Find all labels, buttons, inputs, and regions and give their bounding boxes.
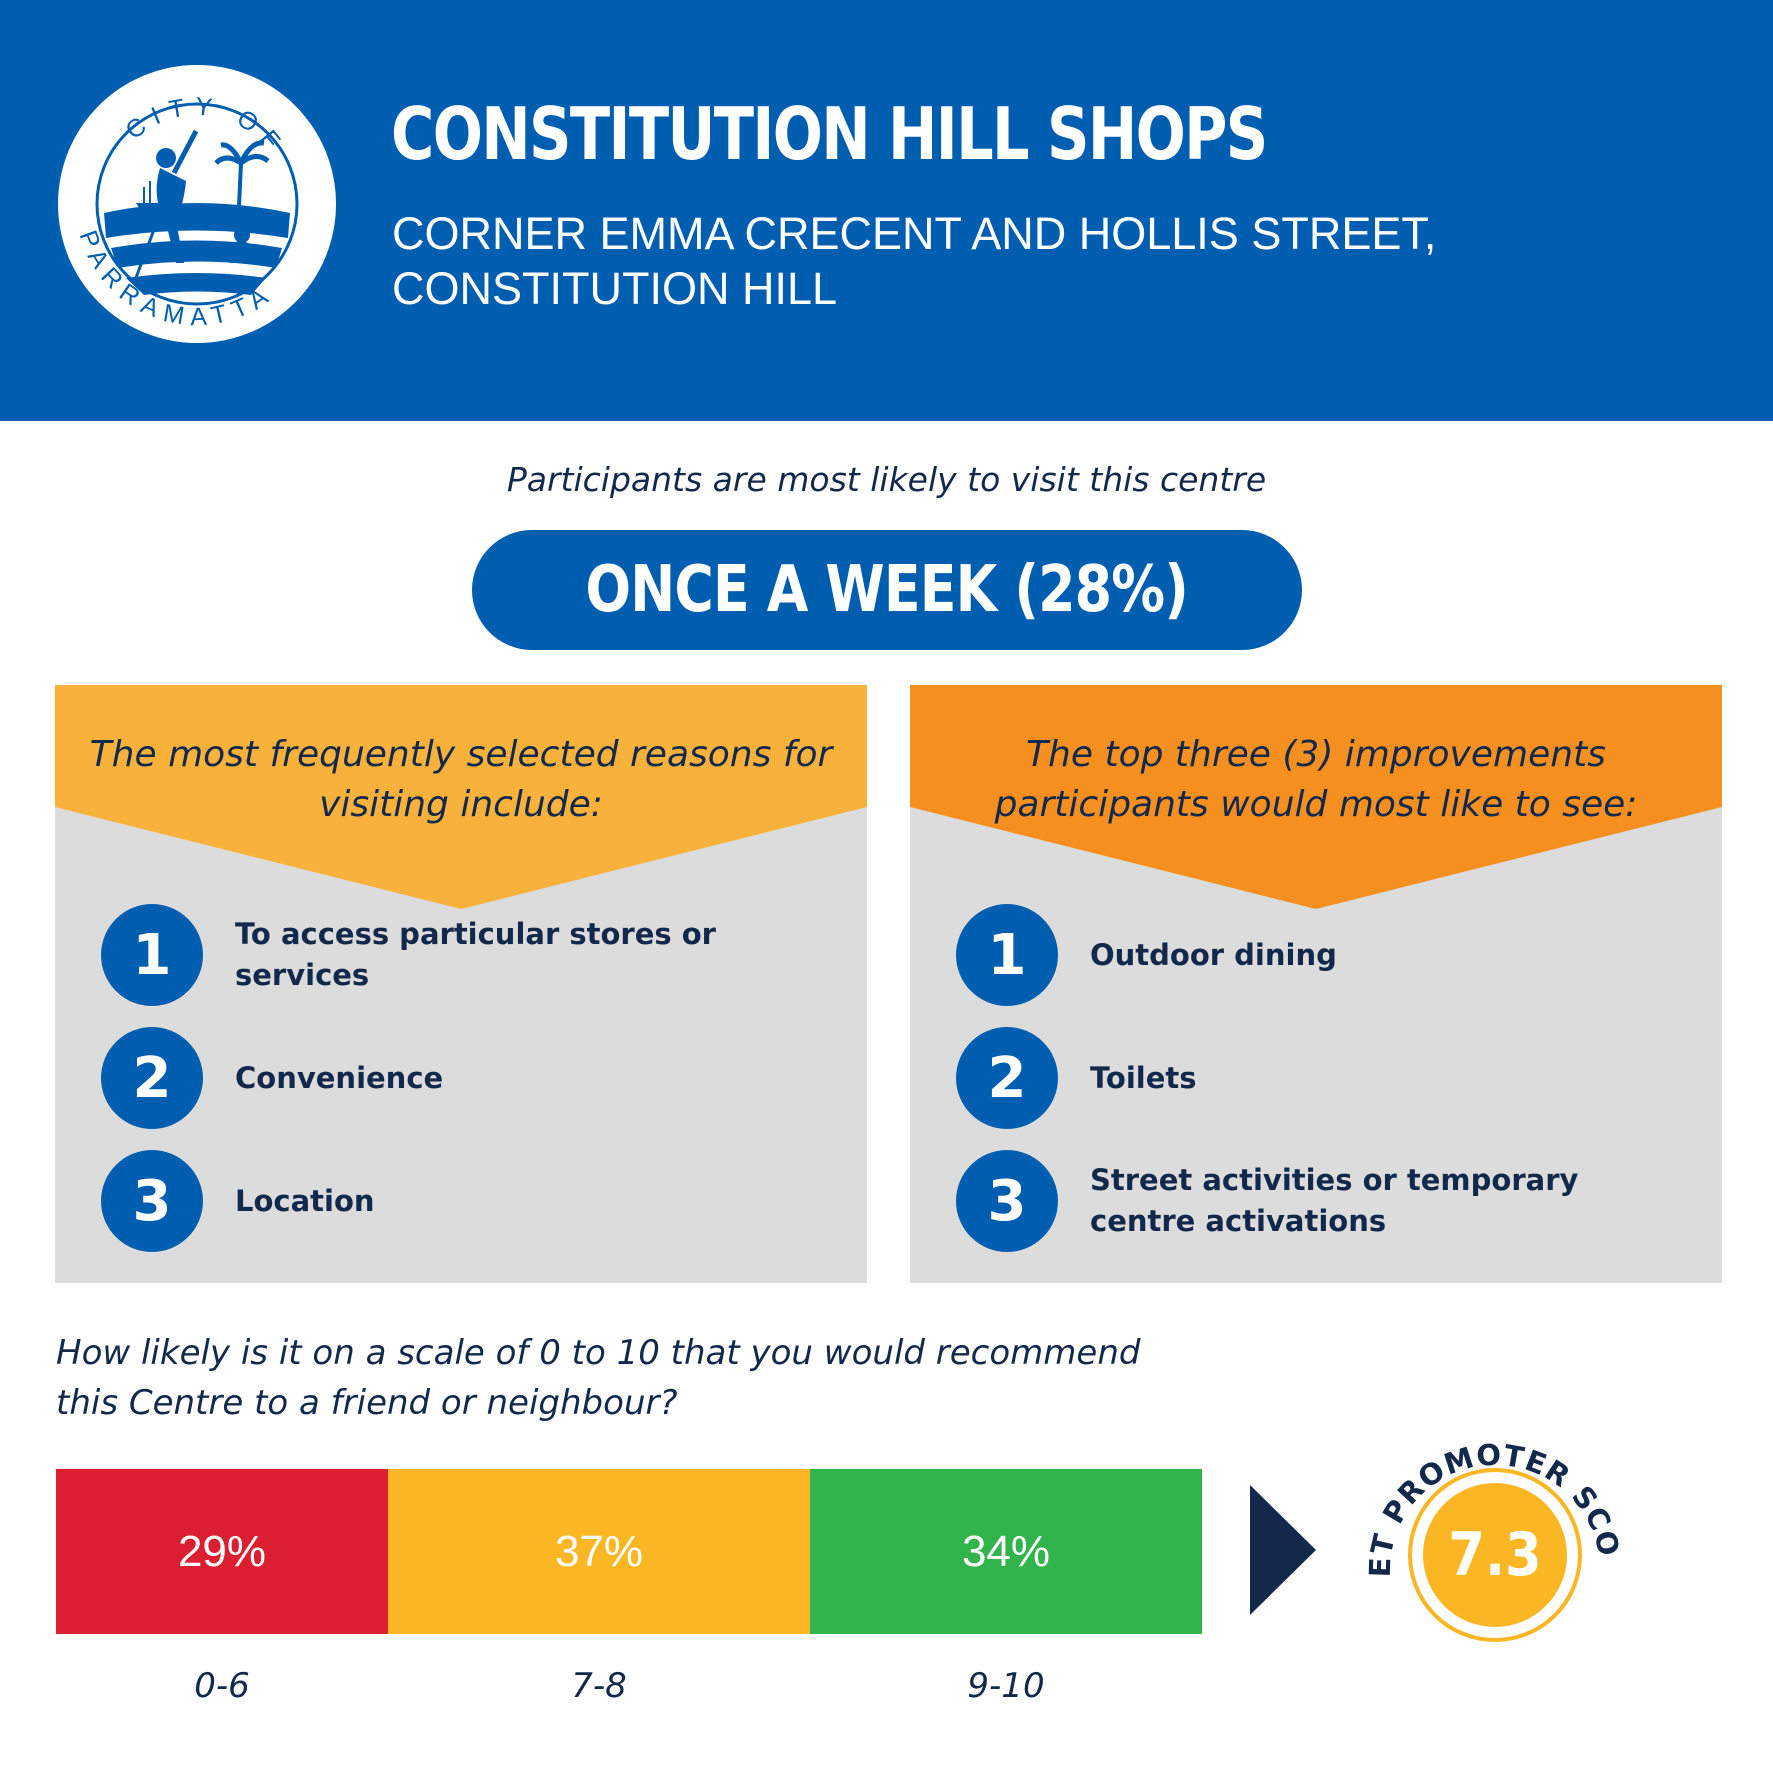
reasons-heading: The most frequently selected reasons for… [89, 734, 833, 825]
page-title: CONSTITUTION HILL SHOPS [391, 92, 1268, 176]
segment-detractors: 29% [56, 1469, 388, 1634]
arrow-right-icon [1250, 1485, 1316, 1615]
city-of-parramatta-logo: CITY OF PARRAMATTA [58, 65, 336, 343]
reason-item: 1 To access particular stores or service… [101, 904, 841, 1006]
range-label-detractors: 0-6 [194, 1666, 250, 1706]
reasons-header-chevron [55, 685, 867, 909]
segment-passives: 37% [388, 1469, 810, 1634]
improvement-label: Toilets [1090, 1060, 1197, 1095]
visit-frequency-value: ONCE A WEEK (28%) [585, 553, 1189, 627]
range-label-passives: 7-8 [571, 1666, 627, 1706]
number-badge: 1 [101, 904, 203, 1006]
improvement-label: Outdoor dining [1090, 937, 1337, 972]
header-banner: CITY OF PARRAMATTA CONSTITUTION HILL SHO… [0, 0, 1773, 421]
reason-label: To access particular stores or services [235, 917, 716, 992]
improvement-label: Street activities or temporary centre ac… [1090, 1163, 1579, 1238]
page-subtitle: CORNER EMMA CRECENT AND HOLLIS STREET, C… [392, 208, 1437, 314]
reason-item: 2 Convenience [101, 1027, 841, 1129]
segment-promoters: 34% [810, 1469, 1202, 1634]
number-badge: 2 [101, 1027, 203, 1129]
improvements-heading: The top three (3) improvements participa… [994, 734, 1638, 825]
improvements-panel-header: The top three (3) improvements participa… [910, 685, 1722, 909]
range-label-promoters: 9-10 [967, 1666, 1045, 1706]
recommend-question: How likely is it on a scale of 0 to 10 t… [56, 1333, 1141, 1423]
reasons-panel-header: The most frequently selected reasons for… [55, 685, 867, 909]
reason-label: Convenience [235, 1060, 444, 1095]
improvement-item: 1 Outdoor dining [956, 904, 1696, 1006]
visit-intro-text: Participants are most likely to visit th… [506, 460, 1267, 499]
net-promoter-score-badge: NET PROMOTER SCORE [1335, 1400, 1625, 1642]
improvements-panel: The top three (3) improvements participa… [910, 685, 1722, 1283]
reason-item: 3 Location [101, 1150, 841, 1252]
nps-score-value: 7.3 [1448, 1520, 1542, 1590]
visit-frequency-pill: ONCE A WEEK (28%) [472, 530, 1302, 650]
number-badge: 2 [956, 1027, 1058, 1129]
improvements-header-chevron [910, 685, 1722, 909]
number-badge: 3 [956, 1150, 1058, 1252]
improvement-item: 2 Toilets [956, 1027, 1696, 1129]
number-badge: 3 [101, 1150, 203, 1252]
improvement-item: 3 Street activities or temporary centre … [956, 1150, 1696, 1252]
reason-label: Location [235, 1183, 375, 1218]
reasons-panel: The most frequently selected reasons for… [55, 685, 867, 1283]
number-badge: 1 [956, 904, 1058, 1006]
